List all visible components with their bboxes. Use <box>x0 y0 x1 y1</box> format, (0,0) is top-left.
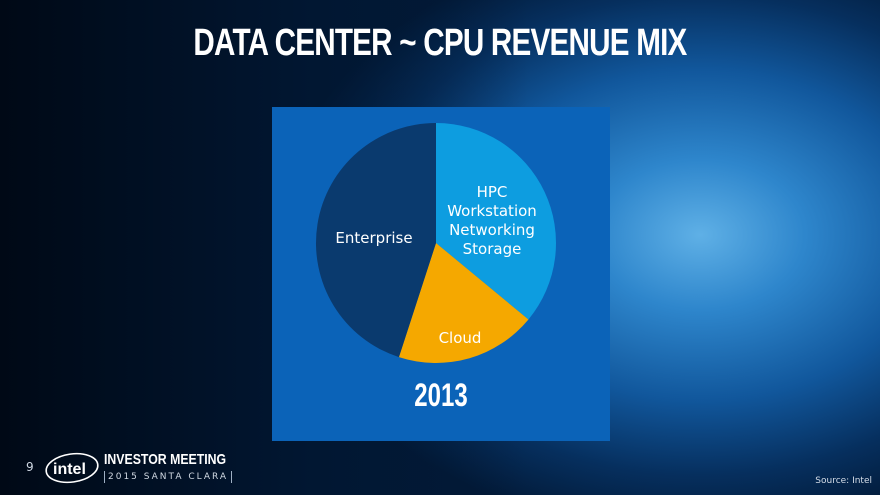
event-subtitle: 2015 SANTA CLARA <box>104 471 233 483</box>
slice-label-line: HPC <box>476 183 508 201</box>
event-title: INVESTOR MEETING <box>104 451 227 468</box>
slice-label-hpc: HPC Workstation Networking Storage <box>442 183 542 259</box>
slice-label-line: Workstation <box>447 202 537 220</box>
chart-year: 2013 <box>414 377 468 413</box>
page-number: 9 <box>26 460 34 474</box>
pie-slice-cloud <box>398 243 529 364</box>
pie-slice-enterprise <box>315 123 436 358</box>
pie-slice-hpc <box>436 123 556 320</box>
chart-panel: HPC Workstation Networking Storage Cloud… <box>272 107 610 441</box>
slice-label-line: Networking <box>449 221 535 239</box>
slice-label-cloud: Cloud <box>410 329 510 348</box>
slide-title: DATA CENTER ~ CPU REVENUE MIX <box>193 22 687 64</box>
pie-chart <box>315 123 556 364</box>
slice-label-enterprise: Enterprise <box>324 229 424 248</box>
slice-label-line: Storage <box>462 240 522 258</box>
intel-logo-text: intel <box>53 461 86 478</box>
slice-label-line: Enterprise <box>335 229 413 247</box>
slice-label-line: Cloud <box>438 329 482 347</box>
intel-logo-icon: intel <box>45 452 99 484</box>
source-note: Source: Intel <box>815 476 872 486</box>
